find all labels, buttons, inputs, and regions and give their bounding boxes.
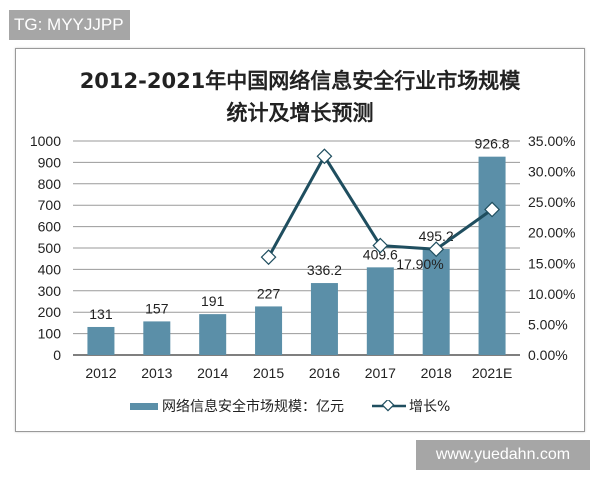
growth-marker <box>260 249 277 266</box>
growth-marker <box>484 201 500 218</box>
y-left-tick: 400 <box>38 261 62 277</box>
y-right-tick: 5.00% <box>528 316 568 332</box>
y-left-tick: 1000 <box>30 133 61 149</box>
x-tick: 2012 <box>85 365 116 381</box>
bar-label: 336.2 <box>307 262 342 278</box>
bar-swatch-icon <box>130 402 158 410</box>
bar <box>366 267 394 355</box>
bar <box>422 249 450 355</box>
y-right-tick: 15.00% <box>528 255 575 271</box>
x-tick: 2018 <box>421 365 452 381</box>
growth-marker <box>428 241 445 258</box>
growth-marker <box>372 237 389 254</box>
legend-item-growth: 增长% <box>372 396 450 416</box>
bar-label: 157 <box>145 300 169 316</box>
y-left-tick: 500 <box>38 240 62 256</box>
line-diamond-icon <box>372 400 406 412</box>
y-left-tick: 0 <box>53 347 61 363</box>
y-left-tick: 200 <box>38 304 62 320</box>
y-right-tick: 0.00% <box>528 347 568 363</box>
bar <box>310 283 338 355</box>
bar-label: 131 <box>89 306 113 322</box>
x-tick: 2017 <box>365 365 396 381</box>
y-right-tick: 25.00% <box>528 194 575 210</box>
watermark-site: www.yuedahn.com <box>416 440 590 470</box>
bar-label: 495.2 <box>419 228 454 244</box>
y-right-tick: 20.00% <box>528 225 575 241</box>
growth-label: 17.90% <box>396 256 443 272</box>
y-right-tick: 10.00% <box>528 286 575 302</box>
y-left-tick: 600 <box>38 219 62 235</box>
chart-frame: 2012-2021年中国网络信息安全行业市场规模 统计及增长预测 <box>15 48 585 432</box>
bar-label: 227 <box>257 285 281 301</box>
y-left-tick: 100 <box>38 326 62 342</box>
legend: 网络信息安全市场规模：亿元 增长% <box>130 396 478 416</box>
bar-label: 191 <box>201 293 225 309</box>
growth-marker <box>316 148 333 165</box>
legend-item-market-size: 网络信息安全市场规模：亿元 <box>130 396 344 416</box>
x-tick: 2013 <box>141 365 172 381</box>
y-right-tick: 30.00% <box>528 164 575 180</box>
x-tick: 2014 <box>197 365 228 381</box>
bar-label: 409.6 <box>363 246 398 262</box>
x-tick: 2016 <box>309 365 340 381</box>
y-left-tick: 700 <box>38 197 62 213</box>
y-left-tick: 900 <box>38 154 62 170</box>
watermark-tag: TG: MYYJJPP <box>9 10 130 40</box>
bar <box>478 156 506 355</box>
bar <box>87 326 115 355</box>
chart-subtitle: 统计及增长预测 <box>226 101 374 125</box>
chart-title: 2012-2021年中国网络信息安全行业市场规模 <box>79 69 521 93</box>
bar <box>143 321 171 355</box>
x-tick: 2021E <box>472 365 512 381</box>
y-left-tick: 300 <box>38 283 62 299</box>
x-tick: 2015 <box>253 365 284 381</box>
y-right-tick: 35.00% <box>528 133 575 149</box>
bar <box>199 314 227 355</box>
bar-label: 926.8 <box>475 136 510 152</box>
y-left-tick: 800 <box>38 176 62 192</box>
bar <box>255 306 283 355</box>
